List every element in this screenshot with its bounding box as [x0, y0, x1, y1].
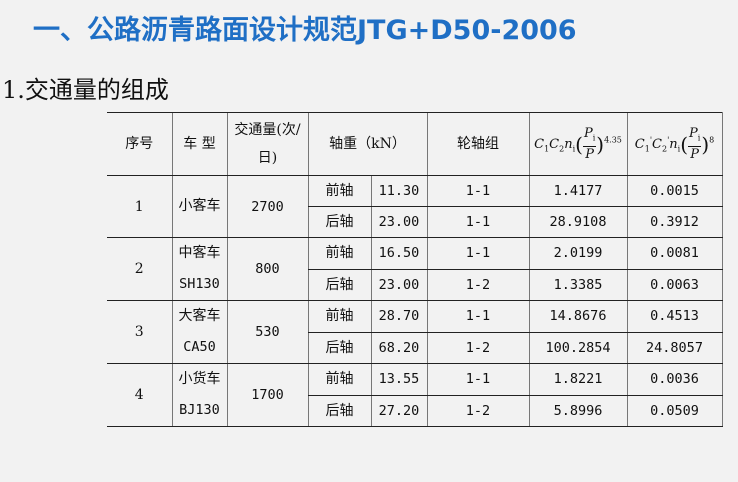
cell-no: 1 — [107, 175, 172, 238]
header-vehicle-type: 车 型 — [171, 112, 227, 176]
cell-axle: 后轴 — [307, 394, 371, 427]
cell-load: 68.20 — [370, 331, 427, 364]
cell-axle-group: 1-2 — [426, 268, 529, 301]
table-row: 2 中客车 SH130 800 前轴 16.50 1-1 2.0199 0.00… — [107, 237, 723, 301]
cell-load: 23.00 — [370, 268, 427, 301]
cell-load: 23.00 — [370, 206, 427, 238]
cell-formula1-value: 100.2854 — [528, 331, 627, 364]
table-row: 后轴 23.00 1-1 28.9108 0.3912 — [107, 206, 723, 238]
table-row: 后轴 23.00 1-2 1.3385 0.0063 — [107, 268, 723, 301]
cell-load: 11.30 — [370, 175, 427, 207]
cell-formula2-value: 24.8057 — [626, 331, 723, 364]
header-traffic-volume-line1: 交通量(次/ — [234, 122, 301, 138]
table-header-row: 序号 车 型 交通量(次/ 日) 轴重（kN） 轮轴组 C1C2ni(Pi P)4… — [107, 112, 723, 176]
cell-formula1-value: 5.8996 — [528, 394, 627, 427]
cell-formula2-value: 0.4513 — [626, 300, 723, 333]
formula-8: C1'C2'ni(Pi P)8 — [634, 126, 715, 162]
table-row: 3 大客车 CA50 530 前轴 28.70 1-1 14.8676 0.45… — [107, 300, 723, 364]
cell-no: 3 — [107, 300, 172, 364]
cell-volume: 530 — [226, 300, 308, 364]
cell-load: 16.50 — [370, 237, 427, 270]
cell-axle-group: 1-1 — [426, 363, 529, 396]
cell-axle-group: 1-1 — [426, 206, 529, 238]
cell-axle-group: 1-1 — [426, 175, 529, 207]
cell-formula1-value: 14.8676 — [528, 300, 627, 333]
cell-formula2-value: 0.3912 — [626, 206, 723, 238]
cell-formula1-value: 1.4177 — [528, 175, 627, 207]
table-row: 1 小客车 2700 前轴 11.30 1-1 1.4177 0.0015 — [107, 175, 723, 238]
cell-volume: 800 — [226, 237, 308, 301]
cell-formula1-value: 28.9108 — [528, 206, 627, 238]
cell-formula2-value: 0.0081 — [626, 237, 723, 270]
cell-formula1-value: 1.8221 — [528, 363, 627, 396]
cell-axle: 前轴 — [307, 363, 371, 396]
table-row: 后轴 68.20 1-2 100.2854 24.8057 — [107, 331, 723, 364]
cell-vehicle-type: 小货车 BJ130 — [171, 363, 227, 427]
table-row: 后轴 27.20 1-2 5.8996 0.0509 — [107, 394, 723, 427]
cell-axle: 前轴 — [307, 300, 371, 333]
cell-no: 2 — [107, 237, 172, 301]
table-row: 4 小货车 BJ130 1700 前轴 13.55 1-1 1.8221 0.0… — [107, 363, 723, 427]
cell-axle: 后轴 — [307, 268, 371, 301]
header-axle-group: 轮轴组 — [426, 112, 529, 176]
header-no: 序号 — [107, 112, 172, 176]
cell-load: 28.70 — [370, 300, 427, 333]
cell-vehicle-type: 小客车 — [171, 175, 227, 238]
header-formula-8: C1'C2'ni(Pi P)8 — [626, 112, 723, 176]
cell-volume: 2700 — [226, 175, 308, 238]
cell-formula2-value: 0.0509 — [626, 394, 723, 427]
cell-formula1-value: 2.0199 — [528, 237, 627, 270]
cell-axle: 前轴 — [307, 237, 371, 270]
header-formula-435: C1C2ni(Pi P)4.35 — [528, 112, 627, 176]
cell-no: 4 — [107, 363, 172, 427]
header-axle-load: 轴重（kN） — [307, 112, 427, 176]
cell-axle: 后轴 — [307, 206, 371, 238]
slide-title: 一、公路沥青路面设计规范JTG+D50-2006 — [33, 15, 577, 46]
cell-axle-group: 1-2 — [426, 331, 529, 364]
formula-435: C1C2ni(Pi P)4.35 — [534, 126, 622, 162]
cell-formula2-value: 0.0015 — [626, 175, 723, 207]
header-traffic-volume: 交通量(次/ 日) — [226, 112, 308, 176]
cell-axle: 后轴 — [307, 331, 371, 364]
cell-formula2-value: 0.0063 — [626, 268, 723, 301]
header-traffic-volume-line2: 日) — [257, 150, 278, 166]
cell-vehicle-type: 大客车 CA50 — [171, 300, 227, 364]
traffic-table: 序号 车 型 交通量(次/ 日) 轴重（kN） 轮轴组 C1C2ni(Pi P)4… — [107, 112, 723, 427]
cell-load: 27.20 — [370, 394, 427, 427]
cell-formula2-value: 0.0036 — [626, 363, 723, 396]
cell-volume: 1700 — [226, 363, 308, 427]
cell-vehicle-type: 中客车 SH130 — [171, 237, 227, 301]
cell-axle-group: 1-2 — [426, 394, 529, 427]
cell-formula1-value: 1.3385 — [528, 268, 627, 301]
cell-axle-group: 1-1 — [426, 237, 529, 270]
section-title: 1.交通量的组成 — [2, 76, 169, 104]
cell-load: 13.55 — [370, 363, 427, 396]
cell-axle: 前轴 — [307, 175, 371, 207]
cell-axle-group: 1-1 — [426, 300, 529, 333]
